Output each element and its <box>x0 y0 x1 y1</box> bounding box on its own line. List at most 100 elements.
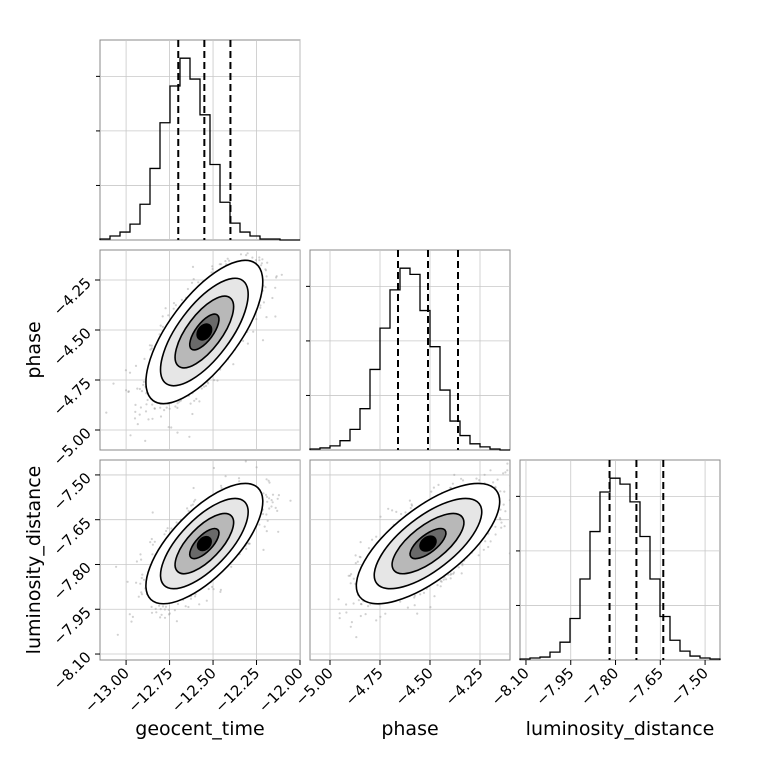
scatter-point <box>257 245 259 247</box>
scatter-point <box>220 484 223 487</box>
hist-bin <box>150 168 160 240</box>
scatter-point <box>413 594 416 597</box>
scatter-point <box>228 259 231 262</box>
scatter-point <box>489 540 492 543</box>
hist-bin <box>180 58 190 240</box>
scatter-point <box>437 483 440 486</box>
ytick-label: −4.50 <box>50 324 95 369</box>
scatter-point <box>211 267 214 271</box>
hist-panel-phase <box>306 249 511 451</box>
scatter-point <box>259 304 262 307</box>
ytick-label: −4.75 <box>50 374 95 419</box>
scatter-point <box>135 581 138 584</box>
scatter-point <box>267 479 270 482</box>
scatter-point <box>262 301 265 304</box>
scatter-point <box>502 472 505 475</box>
scatter-point <box>233 246 235 248</box>
scatter-point <box>207 382 210 385</box>
scatter-point <box>158 604 161 607</box>
scatter-point <box>168 612 171 615</box>
scatter-point <box>142 383 145 386</box>
scatter-point <box>198 400 201 403</box>
scatter-point <box>251 256 254 259</box>
scatter-point <box>384 612 387 615</box>
scatter-point <box>280 273 283 276</box>
scatter-point <box>391 509 394 512</box>
scatter-point <box>186 507 189 510</box>
hist-bin <box>380 328 390 450</box>
scatter-point <box>144 410 148 413</box>
scatter-point <box>442 578 445 581</box>
scatter-point <box>159 406 162 409</box>
scatter-point <box>429 606 432 609</box>
scatter-point <box>404 511 407 514</box>
scatter-point <box>419 593 422 596</box>
hist-bin <box>400 268 410 450</box>
scatter-point <box>263 525 266 528</box>
scatter-point <box>460 477 463 480</box>
scatter-point <box>494 525 497 528</box>
xlabel-luminosity-distance-text: luminosity_distance <box>526 718 715 740</box>
scatter-point <box>161 315 164 318</box>
scatter-point <box>395 510 398 513</box>
scatter-point <box>172 302 176 305</box>
scatter-point <box>203 385 206 388</box>
hist-bin <box>670 640 680 660</box>
panel-geocent-time-vs-phase <box>99 245 301 451</box>
scatter-point <box>147 418 150 421</box>
scatter-point <box>422 591 426 595</box>
hist-bin <box>230 223 240 240</box>
scatter-point <box>367 605 370 608</box>
scatter-point <box>506 469 509 472</box>
scatter-point <box>248 542 251 545</box>
scatter-point <box>205 599 208 602</box>
scatter-point <box>410 503 413 506</box>
xtick-label: −12.50 <box>168 664 220 716</box>
scatter-point <box>264 493 268 496</box>
xtick-label: −7.80 <box>577 664 622 709</box>
hist-step-line <box>519 477 721 660</box>
hist-bin <box>220 202 230 240</box>
scatter-point <box>144 439 147 442</box>
scatter-point <box>184 605 187 608</box>
hist-bin <box>390 290 400 450</box>
scatter-point <box>355 636 358 639</box>
scatter-point <box>138 413 141 416</box>
scatter-point <box>416 612 419 615</box>
hist-bin <box>130 224 140 240</box>
scatter-point <box>135 560 138 563</box>
scatter-point <box>258 259 261 262</box>
xtick-label: −4.50 <box>392 664 437 709</box>
scatter-point <box>338 612 341 615</box>
panel-inner <box>310 460 510 660</box>
scatter-point <box>264 268 267 271</box>
scatter-point <box>190 504 193 507</box>
scatter-point <box>349 582 352 585</box>
panel-inner <box>100 460 300 660</box>
scatter-point <box>406 606 409 609</box>
scatter-point <box>105 411 108 414</box>
scatter-point <box>224 260 227 263</box>
scatter-point <box>198 603 201 606</box>
scatter-point <box>255 318 258 321</box>
scatter-point <box>489 469 492 472</box>
scatter-point <box>265 478 268 481</box>
scatter-point <box>154 607 157 611</box>
scatter-point <box>358 555 361 558</box>
scatter-point <box>138 387 141 391</box>
ytick-label: −7.50 <box>50 469 95 514</box>
scatter-point <box>364 613 367 616</box>
scatter-point <box>150 537 153 541</box>
scatter-point <box>189 597 193 600</box>
ytick-label: −4.25 <box>50 274 95 319</box>
scatter-point <box>178 400 181 403</box>
hist-bin <box>340 441 350 450</box>
scatter-point <box>219 588 222 592</box>
scatter-point <box>174 405 177 408</box>
scatter-point <box>140 593 144 596</box>
scatter-point <box>245 547 248 551</box>
scatter-point <box>172 307 175 310</box>
scatter-point <box>128 371 132 374</box>
panel-geocent-time-vs-luminosity-distance <box>99 459 301 661</box>
hist-bin <box>600 492 610 660</box>
